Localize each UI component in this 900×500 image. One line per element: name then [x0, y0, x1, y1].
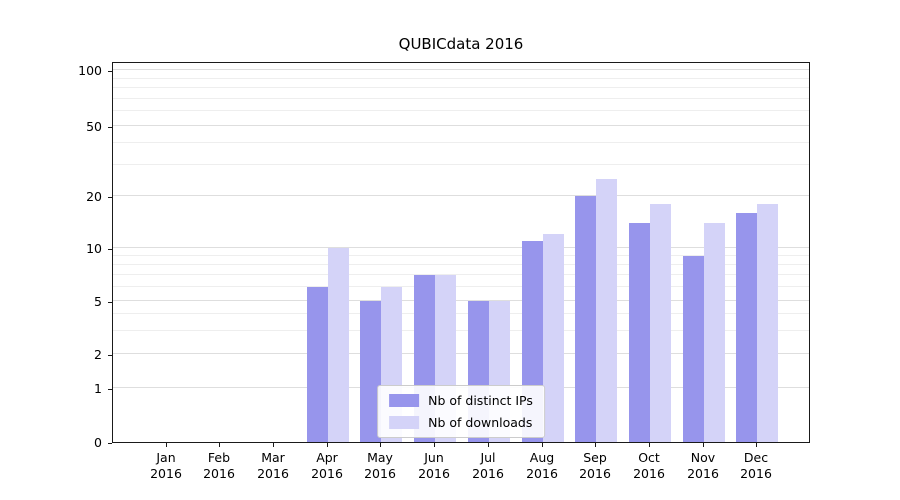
- x-tick-mark: [380, 443, 381, 447]
- y-tick-mark: [108, 302, 112, 303]
- legend: Nb of distinct IPs Nb of downloads: [377, 385, 545, 438]
- legend-swatch-downloads-icon: [389, 416, 420, 429]
- x-tick-label: Oct 2016: [633, 450, 665, 481]
- x-tick-label: Nov 2016: [687, 450, 719, 481]
- x-tick-label: Jan 2016: [150, 450, 182, 481]
- gridline-minor: [113, 142, 809, 143]
- gridline-minor: [113, 286, 809, 287]
- y-tick-mark: [108, 389, 112, 390]
- gridline-minor: [113, 264, 809, 265]
- y-tick-label: 0: [94, 435, 102, 450]
- x-tick-mark: [488, 443, 489, 447]
- x-tick-label: Apr 2016: [311, 450, 343, 481]
- y-tick-label: 50: [86, 119, 102, 134]
- x-tick-mark: [327, 443, 328, 447]
- y-tick-mark: [108, 443, 112, 444]
- x-tick-mark: [756, 443, 757, 447]
- gridline-major: [113, 125, 809, 126]
- legend-label-distinct-ips: Nb of distinct IPs: [428, 393, 533, 408]
- gridline-major: [113, 353, 809, 354]
- x-tick-label: Jun 2016: [418, 450, 450, 481]
- x-tick-label: Aug 2016: [526, 450, 558, 481]
- plot-area: Nb of distinct IPs Nb of downloads: [112, 62, 810, 443]
- bar-distinct-ips-apr: [307, 287, 328, 442]
- x-tick-mark: [595, 443, 596, 447]
- legend-item-distinct-ips: Nb of distinct IPs: [389, 393, 533, 408]
- gridline-minor: [113, 164, 809, 165]
- gridline-minor: [113, 330, 809, 331]
- gridline-minor: [113, 255, 809, 256]
- y-tick-label: 100: [78, 63, 102, 78]
- gridline-minor: [113, 313, 809, 314]
- gridline-major: [113, 69, 809, 70]
- gridline-minor: [113, 274, 809, 275]
- y-tick-mark: [108, 249, 112, 250]
- bar-downloads-nov: [704, 223, 725, 442]
- y-tick-label: 5: [94, 294, 102, 309]
- bar-distinct-ips-may: [360, 301, 381, 442]
- bar-distinct-ips-sep: [575, 196, 596, 442]
- gridline-major: [113, 300, 809, 301]
- x-tick-mark: [166, 443, 167, 447]
- bar-downloads-apr: [328, 248, 349, 442]
- x-tick-label: Mar 2016: [257, 450, 289, 481]
- bar-downloads-aug: [543, 234, 564, 442]
- bar-distinct-ips-nov: [683, 256, 704, 442]
- x-tick-mark: [649, 443, 650, 447]
- bar-downloads-oct: [650, 204, 671, 442]
- x-tick-label: May 2016: [364, 450, 396, 481]
- bar-downloads-sep: [596, 179, 617, 442]
- legend-label-downloads: Nb of downloads: [428, 415, 533, 430]
- x-tick-mark: [434, 443, 435, 447]
- x-tick-label: Jul 2016: [472, 450, 504, 481]
- gridline-minor: [113, 110, 809, 111]
- gridline-minor: [113, 87, 809, 88]
- y-tick-mark: [108, 127, 112, 128]
- gridline-major: [113, 247, 809, 248]
- y-tick-label: 2: [94, 347, 102, 362]
- y-tick-mark: [108, 355, 112, 356]
- gridline-major: [113, 195, 809, 196]
- x-tick-label: Dec 2016: [740, 450, 772, 481]
- legend-swatch-distinct-ips-icon: [389, 394, 420, 407]
- x-tick-mark: [219, 443, 220, 447]
- gridline-minor: [113, 98, 809, 99]
- y-tick-label: 1: [94, 381, 102, 396]
- bar-downloads-dec: [757, 204, 778, 442]
- x-tick-label: Sep 2016: [579, 450, 611, 481]
- bar-distinct-ips-dec: [736, 213, 757, 442]
- bar-distinct-ips-oct: [629, 223, 650, 442]
- legend-item-downloads: Nb of downloads: [389, 415, 533, 430]
- x-tick-mark: [273, 443, 274, 447]
- chart-title: QUBICdata 2016: [398, 35, 524, 53]
- x-tick-mark: [703, 443, 704, 447]
- y-tick-mark: [108, 71, 112, 72]
- gridline-minor: [113, 78, 809, 79]
- x-tick-label: Feb 2016: [203, 450, 235, 481]
- y-tick-label: 20: [86, 189, 102, 204]
- y-tick-mark: [108, 197, 112, 198]
- x-tick-mark: [542, 443, 543, 447]
- y-tick-label: 10: [86, 241, 102, 256]
